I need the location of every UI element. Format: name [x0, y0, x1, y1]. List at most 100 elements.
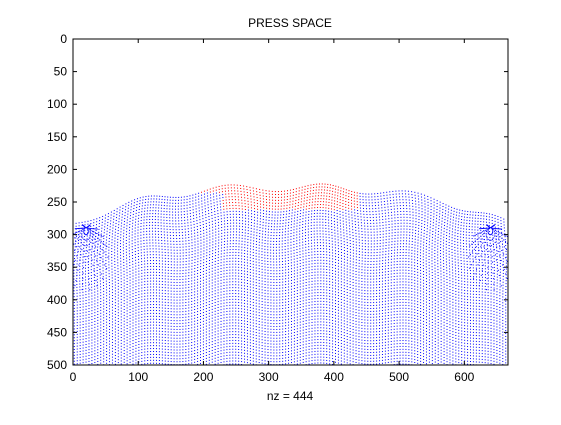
data-point [180, 199, 182, 201]
data-point [173, 346, 175, 348]
data-point [191, 292, 193, 294]
data-point [174, 208, 176, 210]
data-point [94, 347, 96, 349]
data-point [258, 279, 260, 281]
data-point [123, 282, 125, 284]
data-point [279, 232, 281, 234]
data-point [255, 285, 257, 287]
data-point [109, 349, 111, 351]
data-point [260, 206, 262, 208]
data-point [132, 213, 134, 215]
data-point [186, 216, 188, 218]
data-point [111, 350, 113, 352]
data-point [135, 218, 137, 220]
data-point [120, 328, 122, 330]
data-point [144, 363, 146, 365]
data-point [241, 240, 243, 242]
data-point [305, 267, 307, 269]
data-point [141, 346, 143, 348]
data-point [226, 331, 228, 333]
data-point [194, 344, 196, 346]
data-point [312, 195, 314, 197]
data-point [124, 209, 126, 211]
data-point [235, 234, 237, 236]
data-point [270, 281, 272, 283]
data-point [117, 315, 119, 317]
data-point [314, 318, 316, 320]
data-point [314, 292, 316, 294]
data-point [214, 219, 216, 221]
data-point [175, 205, 176, 207]
data-point [211, 297, 213, 299]
data-point [155, 315, 157, 317]
data-point [285, 342, 287, 344]
data-point [209, 236, 211, 238]
data-point [244, 291, 246, 293]
data-point [246, 362, 248, 364]
data-point [95, 232, 97, 234]
data-point [85, 361, 87, 363]
data-point [146, 248, 148, 250]
data-point [100, 353, 102, 355]
data-point [221, 244, 223, 246]
data-point [179, 355, 181, 357]
data-point [214, 319, 216, 321]
data-point [244, 250, 246, 252]
data-point [297, 202, 299, 204]
data-point [109, 308, 111, 310]
data-point [185, 363, 187, 365]
data-point [90, 274, 92, 276]
data-point [288, 312, 290, 314]
data-point [97, 287, 99, 289]
data-point [129, 291, 131, 293]
data-point [275, 199, 277, 201]
data-point [220, 285, 222, 287]
data-point [265, 213, 267, 215]
data-point [258, 274, 260, 276]
data-point [194, 355, 196, 357]
data-point [191, 312, 193, 314]
data-point [182, 234, 184, 236]
data-point [217, 342, 219, 344]
data-point [120, 240, 122, 242]
data-point [179, 320, 181, 322]
data-point [229, 254, 231, 256]
data-point [211, 214, 213, 216]
data-point [273, 311, 275, 313]
data-point [292, 206, 294, 208]
data-point [88, 255, 90, 257]
data-point [182, 346, 184, 348]
data-point [146, 225, 148, 227]
data-point [277, 217, 279, 219]
data-point [320, 195, 322, 197]
data-point [270, 322, 272, 324]
data-point [299, 298, 301, 300]
data-point [229, 322, 231, 324]
data-point [185, 263, 187, 265]
data-point [211, 273, 213, 275]
data-point [276, 320, 278, 322]
data-point [114, 240, 116, 242]
data-point [241, 352, 243, 354]
data-point [109, 305, 111, 307]
data-point [261, 348, 263, 350]
data-point [138, 320, 140, 322]
data-point [179, 358, 181, 360]
data-point [285, 269, 287, 271]
data-point [311, 330, 313, 332]
data-point [176, 305, 178, 307]
data-point [114, 243, 116, 245]
data-point [173, 320, 175, 322]
data-point [282, 316, 284, 318]
data-point [211, 212, 213, 214]
data-point [85, 250, 87, 252]
data-point [188, 360, 190, 362]
data-point [264, 357, 266, 359]
data-point [273, 323, 275, 325]
data-point [126, 269, 128, 271]
data-point [288, 218, 290, 220]
data-point [229, 348, 231, 350]
data-point [117, 274, 119, 276]
data-point [120, 301, 122, 303]
data-point [77, 245, 79, 247]
